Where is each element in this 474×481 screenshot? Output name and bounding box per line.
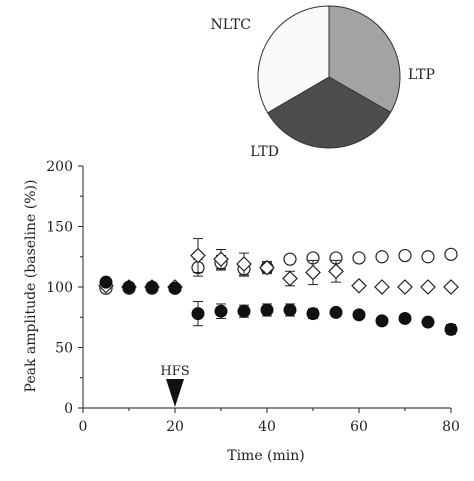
data-point-filled-circle bbox=[214, 304, 228, 318]
y-tick-label: 0 bbox=[64, 401, 73, 417]
data-point-filled-circle bbox=[260, 303, 274, 317]
data-point-filled-circle bbox=[306, 307, 320, 321]
data-point-filled-circle bbox=[329, 305, 343, 319]
data-point-open-circle bbox=[283, 252, 297, 266]
pie-label-ltp: LTP bbox=[408, 67, 435, 83]
y-tick-label: 50 bbox=[55, 341, 73, 357]
data-point-filled-circle bbox=[352, 308, 366, 322]
data-point-filled-circle bbox=[375, 314, 389, 328]
pie-slice-nltc bbox=[257, 5, 330, 114]
x-tick-label: 40 bbox=[258, 419, 276, 435]
data-point-filled-circle bbox=[398, 311, 412, 325]
pie-slice-ltp bbox=[328, 5, 401, 114]
data-point-filled-circle bbox=[145, 280, 159, 294]
data-point-open-diamond bbox=[443, 279, 459, 295]
x-tick-label: 80 bbox=[442, 419, 460, 435]
data-point-filled-circle bbox=[444, 322, 458, 336]
data-point-open-diamond bbox=[259, 259, 275, 276]
data-point-open-diamond bbox=[328, 263, 344, 280]
y-tick-label: 150 bbox=[46, 220, 73, 236]
data-point-filled-circle bbox=[99, 275, 113, 289]
x-axis-label: Time (min) bbox=[227, 448, 305, 464]
data-point-open-circle bbox=[375, 250, 389, 264]
data-point-open-diamond bbox=[213, 251, 229, 268]
data-point-open-diamond bbox=[282, 270, 298, 287]
data-markers bbox=[98, 238, 459, 336]
data-point-open-circle bbox=[421, 250, 435, 264]
data-point-filled-circle bbox=[283, 303, 297, 317]
y-tick-label: 200 bbox=[46, 159, 73, 175]
data-point-filled-circle bbox=[421, 315, 435, 329]
hfs-label: HFS bbox=[160, 364, 189, 379]
data-point-open-diamond bbox=[236, 256, 252, 272]
pie-labels: LTP LTD NLTC bbox=[211, 17, 435, 160]
data-point-open-diamond bbox=[374, 279, 390, 295]
y-axis-label: Peak amplitude (baseline (%)) bbox=[23, 180, 39, 393]
axes: 0 50 100 150 200 0 20 40 60 80 bbox=[46, 159, 460, 435]
data-point-filled-circle bbox=[237, 304, 251, 318]
data-point-filled-circle bbox=[191, 307, 205, 321]
hfs-arrow-icon bbox=[166, 379, 184, 407]
data-point-open-circle bbox=[352, 251, 366, 265]
data-point-open-diamond bbox=[420, 279, 436, 295]
data-point-filled-circle bbox=[168, 281, 182, 295]
x-tick-label: 0 bbox=[79, 419, 88, 435]
pie-slice-ltd bbox=[266, 76, 392, 149]
data-point-open-circle bbox=[398, 248, 412, 263]
y-tick-label: 100 bbox=[46, 280, 73, 296]
data-point-open-diamond bbox=[190, 247, 206, 264]
pie-label-nltc: NLTC bbox=[211, 17, 251, 33]
scatter-plot: 0 50 100 150 200 0 20 40 60 80 Time (min) Peak am… bbox=[23, 159, 460, 464]
pie-chart bbox=[257, 5, 401, 149]
pie-label-ltd: LTD bbox=[250, 144, 279, 160]
data-point-open-diamond bbox=[397, 279, 413, 295]
data-point-open-diamond bbox=[351, 277, 367, 294]
data-point-filled-circle bbox=[122, 280, 136, 294]
data-point-open-diamond bbox=[305, 264, 321, 281]
data-point-open-circle bbox=[444, 247, 458, 261]
series-circle-filled bbox=[99, 275, 458, 336]
hfs-annotation: HFS bbox=[160, 364, 190, 407]
x-tick-label: 20 bbox=[166, 419, 184, 435]
x-tick-label: 60 bbox=[350, 419, 368, 435]
